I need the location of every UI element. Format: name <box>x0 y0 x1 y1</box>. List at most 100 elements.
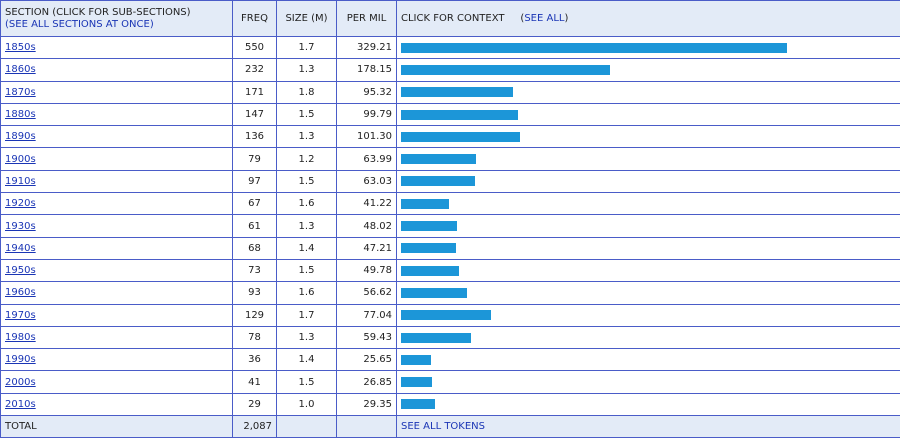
table-row: 1950s 73 1.5 49.78 <box>0 258 900 283</box>
frequency-bar[interactable] <box>401 221 458 232</box>
section-link[interactable]: 1890s <box>5 131 36 143</box>
size-cell: 1.5 <box>276 370 337 394</box>
table-row: 1990s 36 1.4 25.65 <box>0 348 900 372</box>
per-mil-cell: 49.78 <box>336 258 397 283</box>
per-mil-cell: 25.65 <box>336 348 397 372</box>
freq-cell: 61 <box>232 214 277 238</box>
freq-cell: 147 <box>232 102 277 127</box>
section-cell: 1890s <box>0 125 233 149</box>
context-cell <box>396 214 900 238</box>
frequency-bar[interactable] <box>401 243 457 254</box>
freq-cell: 550 <box>232 35 277 60</box>
table-row: 1910s 97 1.5 63.03 <box>0 169 900 194</box>
size-cell: 1.3 <box>276 214 337 238</box>
section-link[interactable]: 1920s <box>5 198 36 210</box>
context-cell <box>396 80 900 104</box>
section-cell: 1870s <box>0 80 233 104</box>
freq-cell: 79 <box>232 147 277 171</box>
context-cell <box>396 392 900 417</box>
frequency-bar[interactable] <box>401 354 432 365</box>
frequency-bar[interactable] <box>401 287 468 298</box>
section-link[interactable]: 1870s <box>5 86 36 98</box>
section-link[interactable]: 1930s <box>5 220 36 232</box>
frequency-bar[interactable] <box>401 64 610 75</box>
section-link[interactable]: 1990s <box>5 354 36 366</box>
section-link[interactable]: 1970s <box>5 309 36 321</box>
context-cell <box>396 236 900 260</box>
see-all-link[interactable]: SEE ALL <box>524 12 565 24</box>
section-link[interactable]: 1960s <box>5 287 36 299</box>
context-cell <box>396 348 900 372</box>
frequency-bar[interactable] <box>401 265 460 276</box>
size-cell: 1.7 <box>276 303 337 327</box>
size-cell: 1.2 <box>276 147 337 171</box>
section-link[interactable]: 1980s <box>5 332 36 343</box>
frequency-bar[interactable] <box>401 176 475 187</box>
section-link[interactable]: 1850s <box>5 42 36 54</box>
section-link[interactable]: 1950s <box>5 265 36 277</box>
context-cell <box>396 192 900 216</box>
table-row: 2010s 29 1.0 29.35 <box>0 392 900 417</box>
section-link[interactable]: 1880s <box>5 109 36 121</box>
freq-cell: 171 <box>232 80 277 104</box>
context-cell <box>396 147 900 171</box>
per-mil-header: PER MIL <box>336 0 397 37</box>
freq-cell: 232 <box>232 58 277 82</box>
section-link[interactable]: 1940s <box>5 242 36 254</box>
per-mil-cell: 101.30 <box>336 125 397 149</box>
size-header: SIZE (M) <box>276 0 337 37</box>
context-cell <box>396 35 900 60</box>
table-body: 1850s 550 1.7 329.21 1860s 232 1.3 178.15 1870s 1… <box>0 35 900 417</box>
table-row: 1880s 147 1.5 99.79 <box>0 102 900 127</box>
size-cell: 1.6 <box>276 281 337 305</box>
table-row: 1980s 78 1.3 59.43 <box>0 325 900 350</box>
section-cell: 1970s <box>0 303 233 327</box>
context-cell <box>396 58 900 82</box>
section-link[interactable]: 2000s <box>5 376 36 388</box>
frequency-bar[interactable] <box>401 109 518 120</box>
freq-cell: 136 <box>232 125 277 149</box>
per-mil-cell: 77.04 <box>336 303 397 327</box>
per-mil-cell: 56.62 <box>336 281 397 305</box>
size-cell: 1.7 <box>276 35 337 60</box>
frequency-bar[interactable] <box>401 87 513 98</box>
section-cell: 1910s <box>0 169 233 194</box>
frequency-bar[interactable] <box>401 310 492 321</box>
section-cell: 1950s <box>0 258 233 283</box>
section-cell: 1880s <box>0 102 233 127</box>
section-link[interactable]: 1910s <box>5 175 36 187</box>
frequency-bar[interactable] <box>401 332 471 343</box>
per-mil-cell: 59.43 <box>336 325 397 350</box>
freq-cell: 73 <box>232 258 277 283</box>
section-header-label: SECTION (CLICK FOR SUB-SECTIONS) <box>5 6 191 18</box>
see-all-tokens-link[interactable]: SEE ALL TOKENS <box>396 415 900 438</box>
freq-cell: 93 <box>232 281 277 305</box>
size-cell: 1.0 <box>276 392 337 417</box>
section-cell: 1860s <box>0 58 233 82</box>
freq-cell: 129 <box>232 303 277 327</box>
frequency-bar[interactable] <box>401 377 433 388</box>
frequency-bar[interactable] <box>401 154 477 165</box>
table-row: 1920s 67 1.6 41.22 <box>0 192 900 216</box>
table-row: 1860s 232 1.3 178.15 <box>0 58 900 82</box>
see-all-sections-link[interactable]: (SEE ALL SECTIONS AT ONCE) <box>5 18 154 30</box>
frequency-bar[interactable] <box>401 131 520 142</box>
context-cell <box>396 281 900 305</box>
freq-header: FREQ <box>232 0 277 37</box>
section-link[interactable]: 1900s <box>5 153 36 165</box>
per-mil-cell: 95.32 <box>336 80 397 104</box>
per-mil-cell: 26.85 <box>336 370 397 394</box>
section-link[interactable]: 1860s <box>5 64 36 76</box>
size-cell: 1.5 <box>276 102 337 127</box>
frequency-bar[interactable] <box>401 42 787 53</box>
section-link[interactable]: 2010s <box>5 398 36 410</box>
frequency-bar[interactable] <box>401 198 450 209</box>
size-cell: 1.3 <box>276 125 337 149</box>
table-row: 2000s 41 1.5 26.85 <box>0 370 900 394</box>
per-mil-cell: 99.79 <box>336 102 397 127</box>
section-cell: 1980s <box>0 325 233 350</box>
context-cell <box>396 325 900 350</box>
section-cell: 1920s <box>0 192 233 216</box>
total-size-empty <box>276 415 337 438</box>
frequency-bar[interactable] <box>401 399 436 410</box>
